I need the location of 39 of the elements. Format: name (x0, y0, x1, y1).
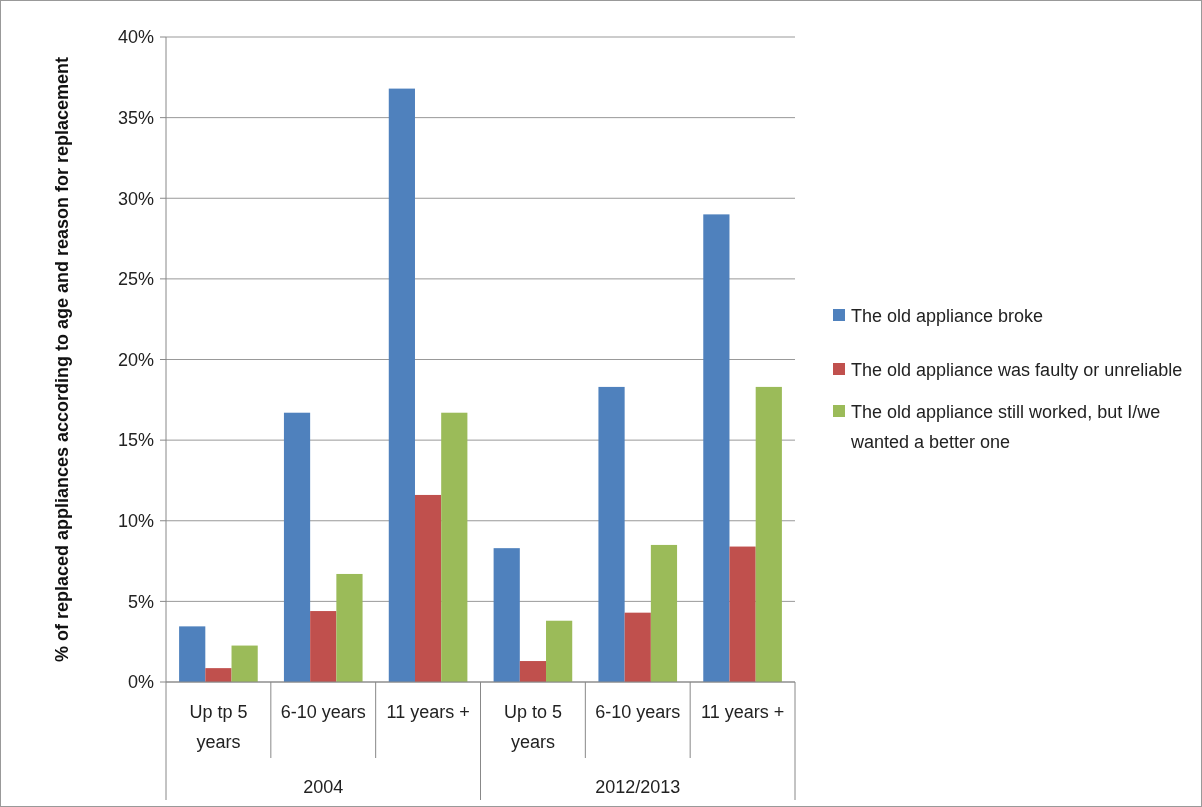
bar (388, 88, 415, 682)
y-tick-label: 10% (117, 511, 154, 532)
x-tick-label: 11 years + (700, 702, 785, 722)
text: 2004 (303, 777, 344, 797)
bar (414, 494, 442, 682)
y-tick-label: 25% (117, 269, 154, 290)
x-tick-label: Up tp 5 years (189, 702, 248, 752)
bar (650, 544, 678, 682)
y-axis-title: % of replaced appliances according to age and reason for replacement (52, 56, 72, 663)
bar (283, 412, 311, 682)
bar (310, 611, 337, 682)
bar (755, 386, 782, 682)
y-tick-label: 15% (117, 430, 154, 451)
x-tick-label: 6-10 years (280, 702, 366, 722)
bar (205, 668, 232, 682)
bar (519, 661, 547, 682)
bar (703, 214, 730, 682)
bar (598, 386, 625, 682)
bar (493, 548, 520, 682)
legend-label: The old appliance was faulty or unreliable (851, 360, 1183, 380)
text: 2012/2013 (595, 777, 681, 797)
x-tick-label: Up to 5 years (503, 702, 562, 752)
bar (546, 620, 573, 682)
x-tick-label: 6-10 years (595, 702, 681, 722)
bar (231, 645, 258, 682)
bar (441, 412, 468, 682)
bar (179, 626, 206, 682)
legend-label: The old appliance still worked, but I/we wanted a better one (850, 402, 1161, 452)
y-tick-label: 40% (117, 27, 154, 48)
bar (624, 612, 651, 682)
legend-label: The old appliance broke (851, 306, 1044, 326)
y-tick-label: 5% (127, 591, 154, 612)
y-tick-label: 35% (117, 107, 154, 128)
bar (729, 546, 756, 682)
x-tick-label: 11 years + (386, 702, 470, 722)
y-tick-label: 0% (127, 672, 154, 693)
y-tick-label: 30% (117, 188, 154, 209)
y-tick-label: 20% (117, 349, 154, 370)
bar (336, 573, 363, 682)
